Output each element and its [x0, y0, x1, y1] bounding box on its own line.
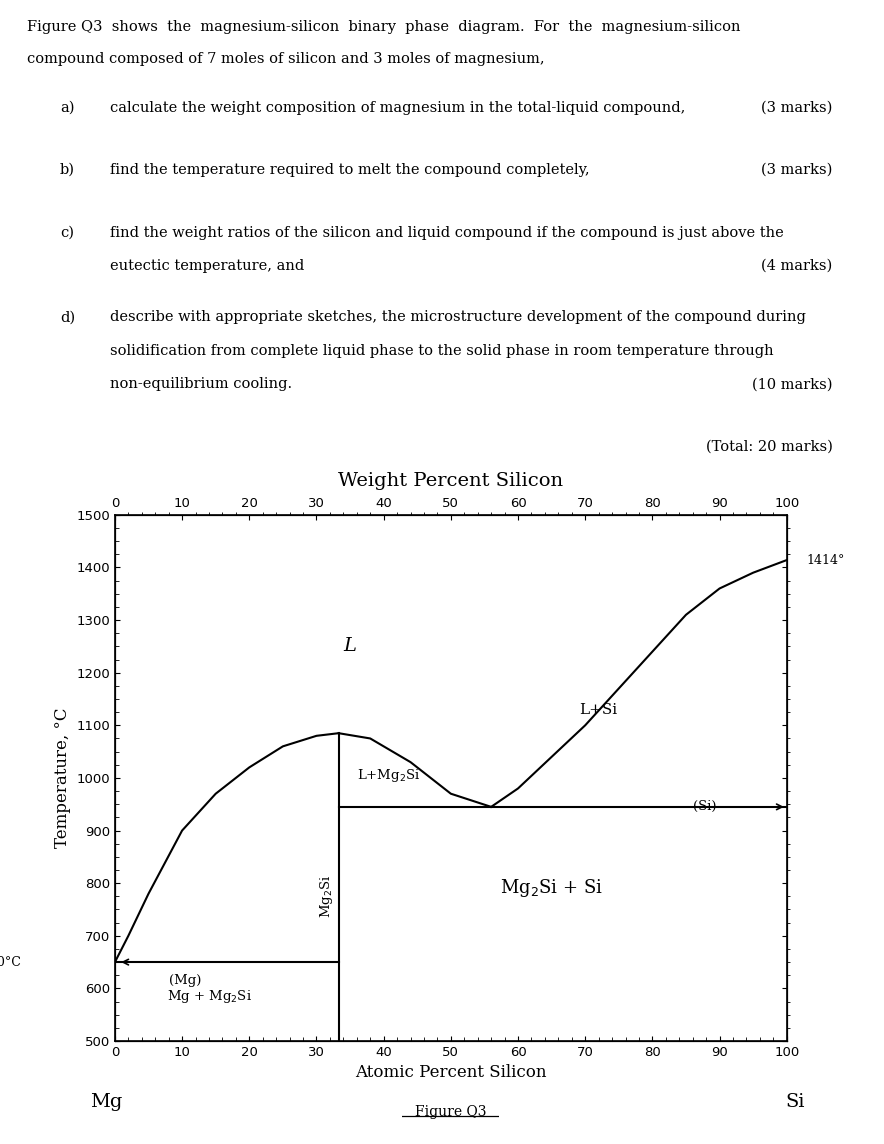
Text: Mg$_2$Si: Mg$_2$Si: [318, 875, 335, 917]
Text: L+Si: L+Si: [580, 702, 618, 716]
Text: describe with appropriate sketches, the microstructure development of the compou: describe with appropriate sketches, the …: [110, 310, 805, 325]
Text: 1414°: 1414°: [807, 554, 845, 566]
Text: Si: Si: [786, 1093, 805, 1111]
Text: Mg: Mg: [90, 1093, 122, 1111]
Text: Figure Q3: Figure Q3: [415, 1105, 486, 1119]
Text: c): c): [60, 225, 73, 239]
Text: Mg$_2$Si + Si: Mg$_2$Si + Si: [500, 877, 603, 899]
X-axis label: Weight Percent Silicon: Weight Percent Silicon: [339, 471, 563, 490]
Text: solidification from complete liquid phase to the solid phase in room temperature: solidification from complete liquid phas…: [110, 344, 774, 358]
Text: L+Mg$_2$Si: L+Mg$_2$Si: [357, 766, 420, 784]
Text: (Mg): (Mg): [169, 974, 201, 987]
Text: 650°C: 650°C: [0, 955, 21, 969]
Text: Mg + Mg$_2$Si: Mg + Mg$_2$Si: [166, 987, 251, 1004]
Text: eutectic temperature, and: eutectic temperature, and: [110, 259, 304, 273]
Text: d): d): [60, 310, 75, 325]
Text: (4 marks): (4 marks): [761, 259, 833, 273]
Text: find the weight ratios of the silicon and liquid compound if the compound is jus: find the weight ratios of the silicon an…: [110, 225, 783, 239]
Text: non-equilibrium cooling.: non-equilibrium cooling.: [110, 378, 292, 391]
Text: a): a): [60, 101, 74, 114]
Text: (Total: 20 marks): (Total: 20 marks): [705, 439, 833, 454]
Y-axis label: Temperature, °C: Temperature, °C: [54, 708, 71, 848]
Text: compound composed of 7 moles of silicon and 3 moles of magnesium,: compound composed of 7 moles of silicon …: [27, 51, 545, 65]
X-axis label: Atomic Percent Silicon: Atomic Percent Silicon: [355, 1064, 546, 1081]
Text: find the temperature required to melt the compound completely,: find the temperature required to melt th…: [110, 164, 590, 177]
Text: b): b): [60, 164, 75, 177]
Text: Figure Q3  shows  the  magnesium-silicon  binary  phase  diagram.  For  the  mag: Figure Q3 shows the magnesium-silicon bi…: [27, 21, 740, 34]
Text: (3 marks): (3 marks): [761, 101, 833, 114]
Text: (Si): (Si): [693, 801, 716, 813]
Text: calculate the weight composition of magnesium in the total-liquid compound,: calculate the weight composition of magn…: [110, 101, 685, 114]
Text: (3 marks): (3 marks): [761, 164, 833, 177]
Text: (10 marks): (10 marks): [752, 378, 833, 391]
Text: L: L: [344, 637, 356, 656]
